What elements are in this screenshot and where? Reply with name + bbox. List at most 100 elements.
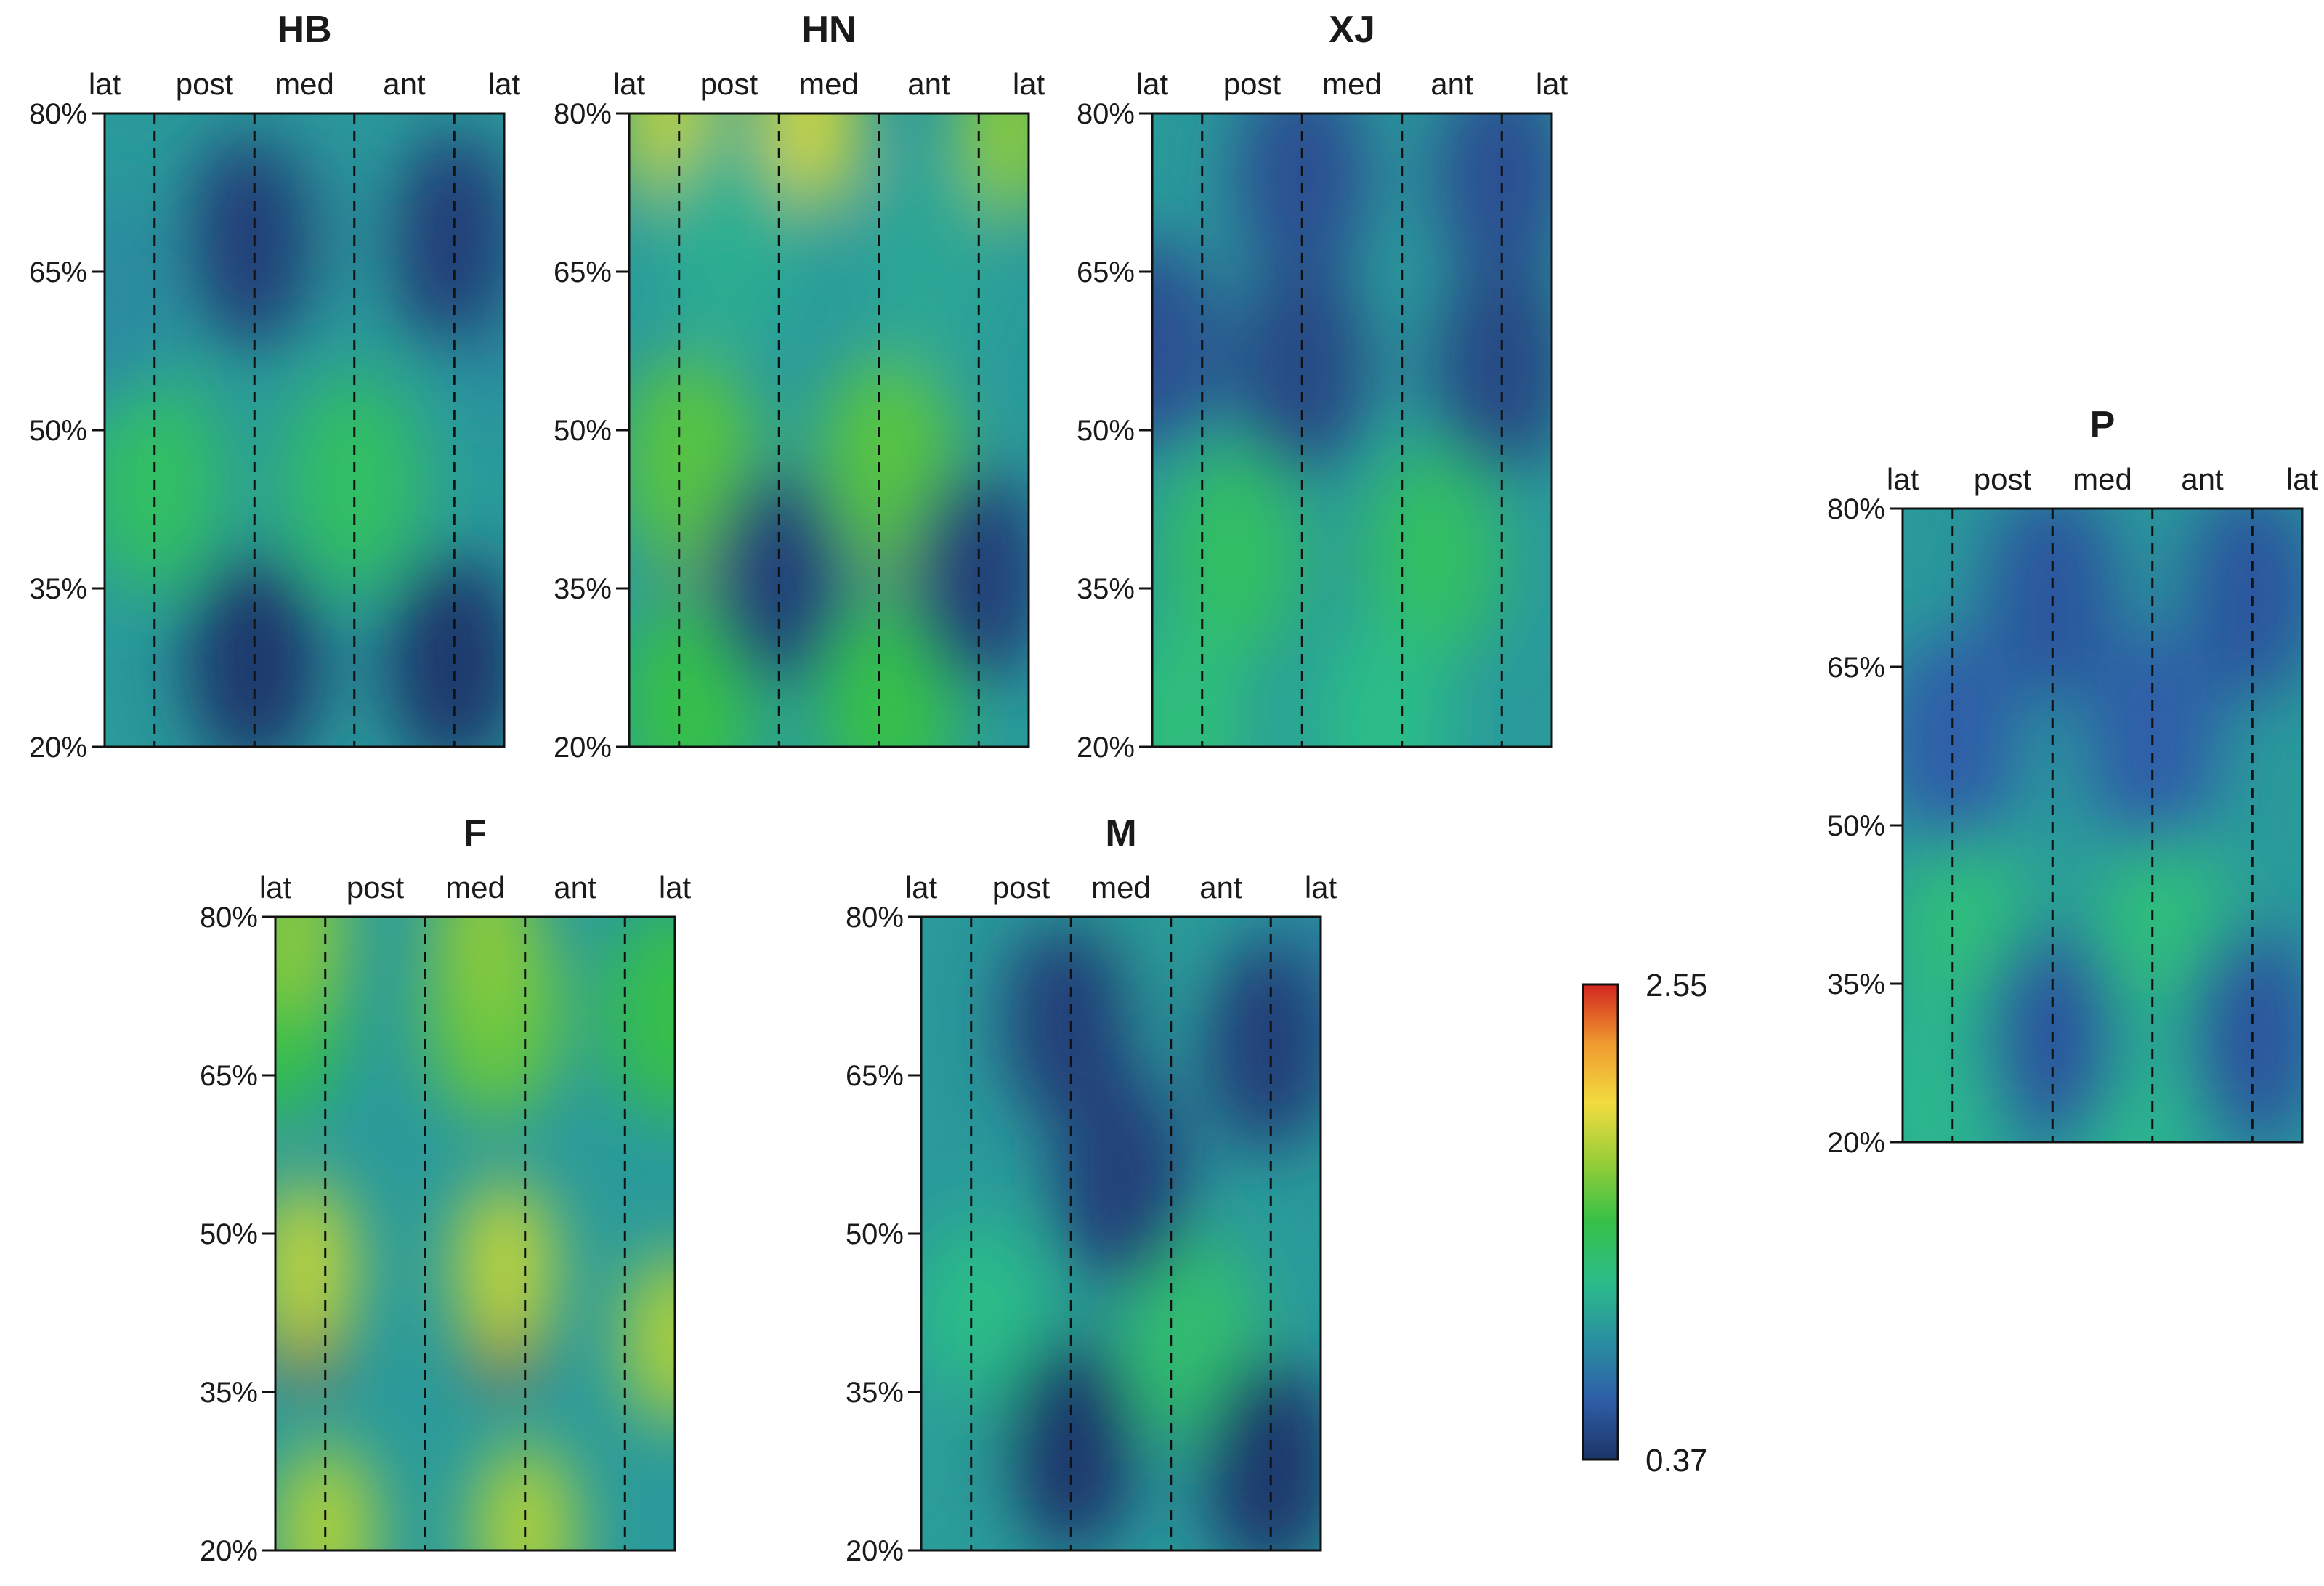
heat-spot [385,131,504,349]
y-tick-label: 35% [1827,968,1885,1000]
x-tick-label: med [2073,462,2132,496]
heat-spot [2183,927,2302,1142]
heat-field-hn [629,113,1029,747]
heat-spot [105,373,224,592]
heat-spot [385,553,504,747]
heat-spot [1163,448,1301,666]
x-tick-label: lat [488,67,521,101]
heat-spot [910,469,1029,687]
colorbar-min-label: 0.37 [1645,1443,1708,1478]
heat-field-m [921,917,1321,1550]
x-tick-label: post [1974,462,2032,496]
heat-field-hb [105,113,504,747]
y-tick-label: 50% [200,1218,258,1250]
heat-field-f [275,917,675,1550]
y-tick-label: 35% [200,1377,258,1409]
x-tick-label: lat [905,870,938,905]
heat-spot [1313,616,1452,747]
heat-spot [1152,616,1252,747]
x-tick-label: ant [1430,67,1473,101]
x-tick-label: lat [659,870,692,905]
colorbar-max-label: 2.55 [1645,968,1708,1003]
heat-spot [275,1178,357,1353]
y-tick-label: 65% [29,256,87,288]
heat-spot [1152,236,1221,455]
x-tick-label: ant [2181,462,2224,496]
heat-spot [921,1356,990,1550]
y-tick-label: 35% [1077,573,1135,605]
y-tick-label: 80% [1077,98,1135,130]
y-tick-label: 35% [554,573,612,605]
x-tick-label: post [992,870,1050,905]
heat-spot [660,131,798,349]
x-tick-label: lat [89,67,121,101]
y-tick-label: 80% [846,902,904,934]
heat-spot [1903,631,2022,850]
colorbar-gradient [1582,983,1619,1461]
x-tick-label: ant [383,67,426,101]
x-tick-label: lat [259,870,292,905]
colorbar: 2.55 0.37 [1582,968,1708,1478]
x-tick-label: med [799,67,859,101]
y-tick-label: 65% [200,1060,258,1092]
x-tick-label: med [445,870,505,905]
panel-title: F [463,812,487,854]
heat-spot [1903,990,2002,1142]
y-tick-label: 20% [846,1535,904,1567]
y-tick-label: 50% [29,415,87,447]
panel-title: M [1105,812,1136,854]
y-tick-label: 20% [200,1535,258,1567]
y-tick-label: 80% [29,98,87,130]
panel-title: HB [277,9,331,51]
heat-spot [859,152,998,371]
heat-spot [624,1252,675,1427]
heat-spot [434,917,536,1015]
heat-spot [1363,448,1501,666]
y-tick-label: 20% [1827,1127,1885,1159]
y-tick-label: 50% [1077,415,1135,447]
y-tick-label: 65% [1077,256,1135,288]
y-tick-label: 20% [554,732,612,764]
y-tick-label: 20% [1077,732,1135,764]
heat-spot [1433,257,1552,476]
y-tick-label: 80% [554,98,612,130]
x-tick-label: lat [1136,67,1169,101]
x-tick-label: med [1091,870,1151,905]
y-tick-label: 35% [846,1377,904,1409]
heat-spot [105,194,174,413]
y-tick-label: 65% [846,1060,904,1092]
x-tick-label: post [176,67,234,101]
heat-field-xj [1152,113,1552,747]
heat-spot [1433,113,1552,286]
heat-spot [606,917,675,1121]
heat-spot [710,469,849,687]
panel-title: P [2090,404,2116,446]
x-tick-label: lat [2286,462,2319,496]
x-tick-label: lat [1305,870,1337,905]
x-tick-label: post [347,870,405,905]
heat-spot [275,917,347,1015]
heat-spot [1233,113,1372,286]
y-tick-label: 50% [554,415,612,447]
y-tick-label: 65% [1827,652,1885,684]
x-tick-label: lat [1013,67,1045,101]
panel-title: XJ [1329,9,1375,51]
x-tick-label: post [1223,67,1282,101]
x-tick-label: post [700,67,758,101]
x-tick-label: ant [1199,870,1242,905]
x-tick-label: lat [1536,67,1568,101]
heat-spot [1052,1072,1190,1290]
y-tick-label: 50% [846,1218,904,1250]
x-tick-label: lat [613,67,646,101]
heat-spot [2183,509,2302,703]
y-tick-label: 50% [1827,810,1885,842]
y-tick-label: 20% [29,732,87,764]
heat-spot [1202,1356,1321,1550]
y-tick-label: 35% [29,573,87,605]
